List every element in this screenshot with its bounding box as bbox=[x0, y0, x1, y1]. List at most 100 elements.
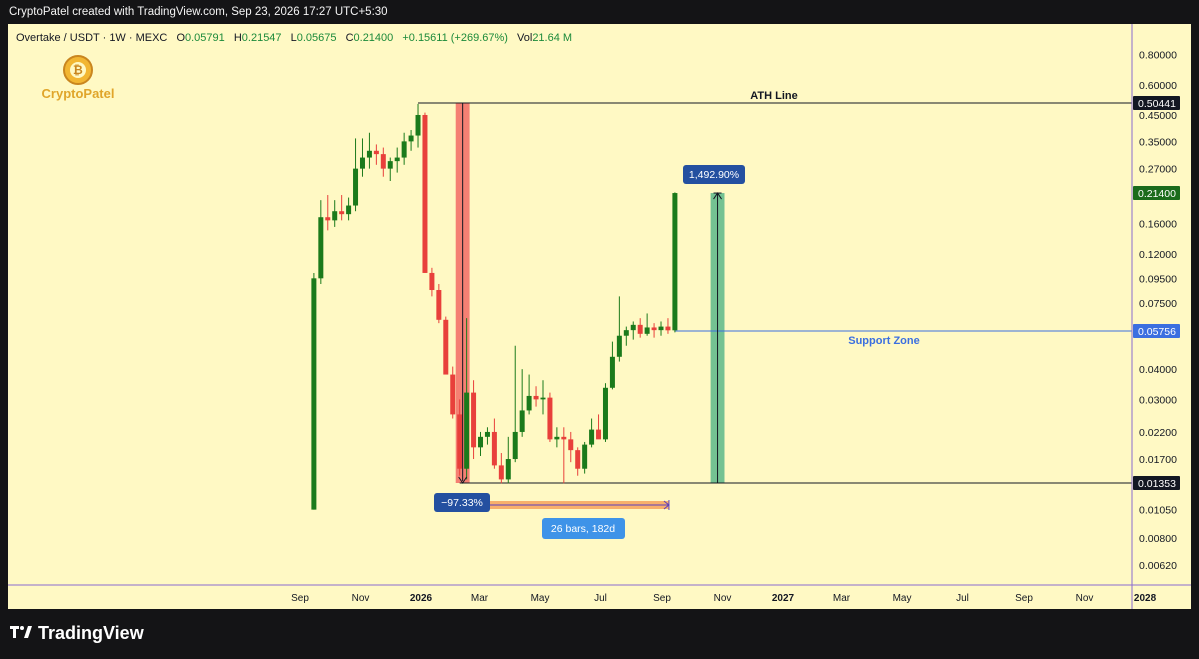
candle bbox=[616, 296, 622, 362]
candle-body bbox=[353, 168, 359, 206]
candle-body bbox=[478, 436, 484, 448]
price-tick-label: 0.01700 bbox=[1139, 454, 1177, 466]
candle bbox=[339, 195, 345, 221]
candle-body bbox=[568, 439, 574, 451]
candle-body bbox=[394, 157, 400, 162]
candle-body bbox=[380, 154, 386, 169]
price-tick-label: 0.12000 bbox=[1139, 249, 1177, 261]
candle bbox=[609, 341, 615, 390]
price-tick-label: 0.16000 bbox=[1139, 219, 1177, 231]
legend-h-value: 0.21547 bbox=[242, 32, 282, 44]
candle-body bbox=[436, 290, 442, 320]
candle bbox=[478, 431, 484, 456]
candle bbox=[484, 427, 490, 445]
candle bbox=[658, 321, 664, 336]
price-axis[interactable]: 0.80000 0.60000 0.45000 0.35000 0.27000 0.160… bbox=[1139, 50, 1177, 572]
price-tick-label: 0.27000 bbox=[1139, 164, 1177, 176]
candle bbox=[353, 138, 359, 212]
legend-h-label: H bbox=[234, 32, 242, 44]
candle-body bbox=[616, 335, 622, 357]
candle bbox=[526, 374, 532, 415]
time-axis[interactable]: Sep Nov 2026 Mar May Jul Sep Nov 2027 Mar May Jul Se… bbox=[291, 593, 1156, 604]
candle bbox=[630, 321, 636, 340]
candle bbox=[457, 399, 463, 476]
candle bbox=[561, 427, 567, 484]
candle bbox=[443, 316, 449, 375]
time-tick-label: May bbox=[893, 593, 912, 604]
footer-bar: TradingView bbox=[0, 609, 1199, 659]
candle-body bbox=[526, 395, 532, 411]
candle bbox=[346, 197, 352, 221]
drop-percent-badge: −97.33% bbox=[434, 493, 490, 512]
price-tick-label: 0.04000 bbox=[1139, 364, 1177, 376]
candle-body bbox=[387, 161, 393, 169]
time-tick-label: Mar bbox=[833, 593, 851, 604]
candle-body bbox=[471, 392, 477, 448]
candle-body bbox=[422, 114, 428, 273]
time-tick-label: Sep bbox=[291, 593, 309, 604]
candle-body bbox=[346, 205, 352, 215]
candle bbox=[366, 132, 372, 169]
candle-body bbox=[484, 431, 490, 437]
candle bbox=[436, 284, 442, 324]
chart-caption: CryptoPatel created with TradingView.com… bbox=[9, 6, 388, 18]
legend-line: Overtake / USDT · 1W · MEXC O0.05791 H0.… bbox=[16, 32, 572, 44]
arrow-down-icon bbox=[458, 476, 468, 484]
candle bbox=[533, 386, 539, 407]
tradingview-mark-icon bbox=[10, 623, 32, 644]
candle-body bbox=[554, 436, 560, 440]
candle bbox=[651, 323, 657, 338]
candle-body bbox=[498, 465, 504, 480]
candle-body bbox=[429, 272, 435, 291]
support-price-badge: 0.05756 bbox=[1133, 323, 1180, 338]
price-chart[interactable]: ₿ CryptoPatel Overtake / USDT · 1W · MEX… bbox=[8, 24, 1191, 609]
legend-l-label: L bbox=[291, 32, 297, 44]
candle-body bbox=[415, 114, 421, 136]
price-badge-text: 0.21400 bbox=[1138, 188, 1176, 200]
candle-body bbox=[519, 410, 525, 432]
tradingview-logo[interactable]: TradingView bbox=[10, 623, 144, 644]
candle bbox=[325, 195, 331, 231]
legend-c-label: C bbox=[346, 32, 354, 44]
candle bbox=[637, 318, 643, 338]
price-badge-text: 0.50441 bbox=[1138, 98, 1176, 110]
candle bbox=[575, 447, 581, 476]
candle bbox=[602, 383, 608, 442]
price-tick-label: 0.07500 bbox=[1139, 298, 1177, 310]
candle-body bbox=[533, 395, 539, 400]
candle-body bbox=[366, 150, 372, 158]
candle-body bbox=[373, 150, 379, 155]
chart-area[interactable]: ₿ CryptoPatel Overtake / USDT · 1W · MEX… bbox=[8, 24, 1191, 609]
watermark-text: CryptoPatel bbox=[42, 86, 115, 101]
candle bbox=[582, 441, 588, 474]
cryptopatel-logo: ₿ CryptoPatel bbox=[42, 55, 115, 101]
candle-body bbox=[623, 330, 629, 336]
time-tick-label: Nov bbox=[714, 593, 732, 604]
candle-body bbox=[665, 326, 671, 331]
candle bbox=[665, 318, 671, 334]
price-badge-bg bbox=[1133, 186, 1180, 201]
candle-body bbox=[457, 414, 463, 469]
candle bbox=[644, 313, 650, 336]
drop-percent-text: −97.33% bbox=[441, 497, 483, 509]
candle bbox=[491, 418, 497, 469]
candle-body bbox=[547, 397, 553, 440]
candle-body bbox=[582, 444, 588, 469]
candle-body bbox=[311, 278, 317, 510]
legend-symbol: Overtake / USDT · 1W · MEXC bbox=[16, 32, 167, 44]
candle-body bbox=[332, 211, 338, 221]
ath-line-label: ATH Line bbox=[750, 90, 797, 102]
candle bbox=[387, 157, 393, 182]
price-badges: 0.50441 0.21400 0.05756 0.01353 bbox=[1133, 96, 1180, 490]
candle-body bbox=[512, 431, 518, 460]
candle-body bbox=[450, 374, 456, 415]
candle bbox=[429, 267, 435, 297]
chart-caption-bar: CryptoPatel created with TradingView.com… bbox=[0, 0, 1199, 24]
candle-body bbox=[443, 319, 449, 375]
candle-body bbox=[540, 397, 546, 400]
price-tick-label: 0.03000 bbox=[1139, 394, 1177, 406]
time-tick-label: May bbox=[531, 593, 550, 604]
candle-body bbox=[672, 193, 678, 331]
candle-body bbox=[491, 431, 497, 466]
gain-percent-text: 1,492.90% bbox=[689, 169, 739, 181]
